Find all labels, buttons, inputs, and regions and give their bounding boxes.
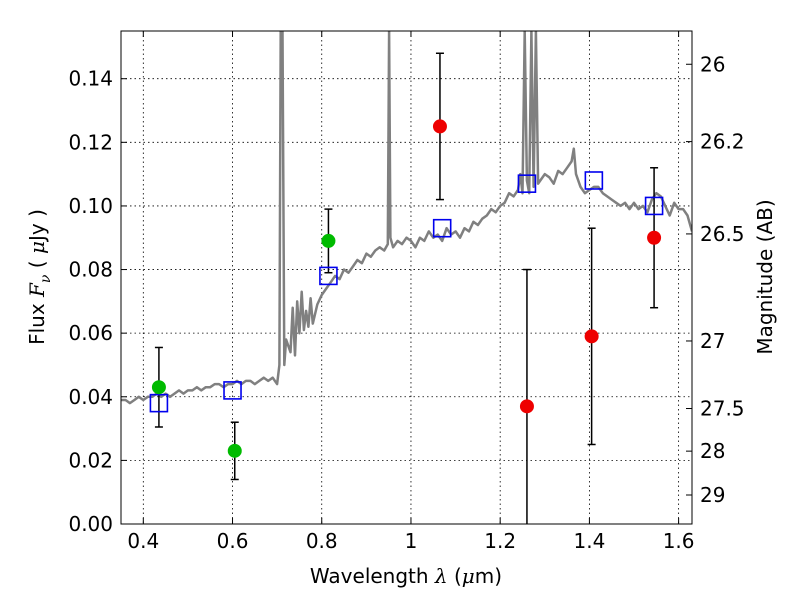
right-tick-label: 26.2 [700,130,745,154]
right-tick-label: 26.5 [700,222,745,246]
model-photometry-square [223,381,242,400]
x-tick-label: 1 [405,529,418,553]
model-photometry-square [644,196,664,216]
model-photometry-square [584,171,604,190]
model-spectrum-layer [121,31,692,405]
x-tick-label: 0.6 [217,529,249,553]
marker-layer [149,119,664,458]
model-photometry-square [517,174,537,193]
x-tick-label: 1.4 [573,529,605,553]
green-data-point [321,233,336,248]
tick-layer [121,31,692,525]
x-tick-label: 0.4 [127,529,159,553]
red-data-point [584,329,599,344]
y-tick-label: 0.06 [68,321,113,345]
red-data-point [519,399,534,414]
green-data-point [151,380,166,395]
right-tick-label: 27 [700,329,725,353]
tick-label-layer: 0.4 0.6 0.8 1 1.2 1.4 1.6 0.00 0.02 0.04 0.06 0.08 0… [68,52,744,553]
right-axis-label: Magnitude (AB) [753,199,777,354]
y-tick-label: 0.10 [68,194,113,218]
right-tick-label: 28 [700,439,725,463]
y-tick-label: 0.14 [68,67,113,91]
y-axis-label: Flux Fν ( μJy ) [25,209,54,345]
model-spectrum-line [121,31,692,405]
grid-layer [121,31,692,525]
red-data-point [647,230,662,245]
model-photometry-square [432,218,452,238]
y-tick-label: 0.12 [68,130,113,154]
y-tick-label: 0.04 [68,385,113,409]
x-tick-label: 1.2 [484,529,516,553]
x-tick-label: 1.6 [663,529,695,553]
x-axis-label: Wavelength λ (μm) [310,564,502,588]
errorbar [522,268,531,524]
red-data-point [432,119,447,134]
green-data-point [227,443,242,458]
right-tick-label: 26 [700,52,725,76]
y-tick-label: 0.00 [68,512,113,536]
x-tick-label: 0.8 [306,529,338,553]
model-photometry-square [319,266,338,286]
model-photometry-square [149,393,169,413]
plot-frame [120,30,693,525]
y-tick-label: 0.08 [68,258,113,282]
right-tick-label: 29 [700,483,725,507]
y-tick-label: 0.02 [68,448,113,472]
right-tick-label: 27.5 [700,397,745,421]
